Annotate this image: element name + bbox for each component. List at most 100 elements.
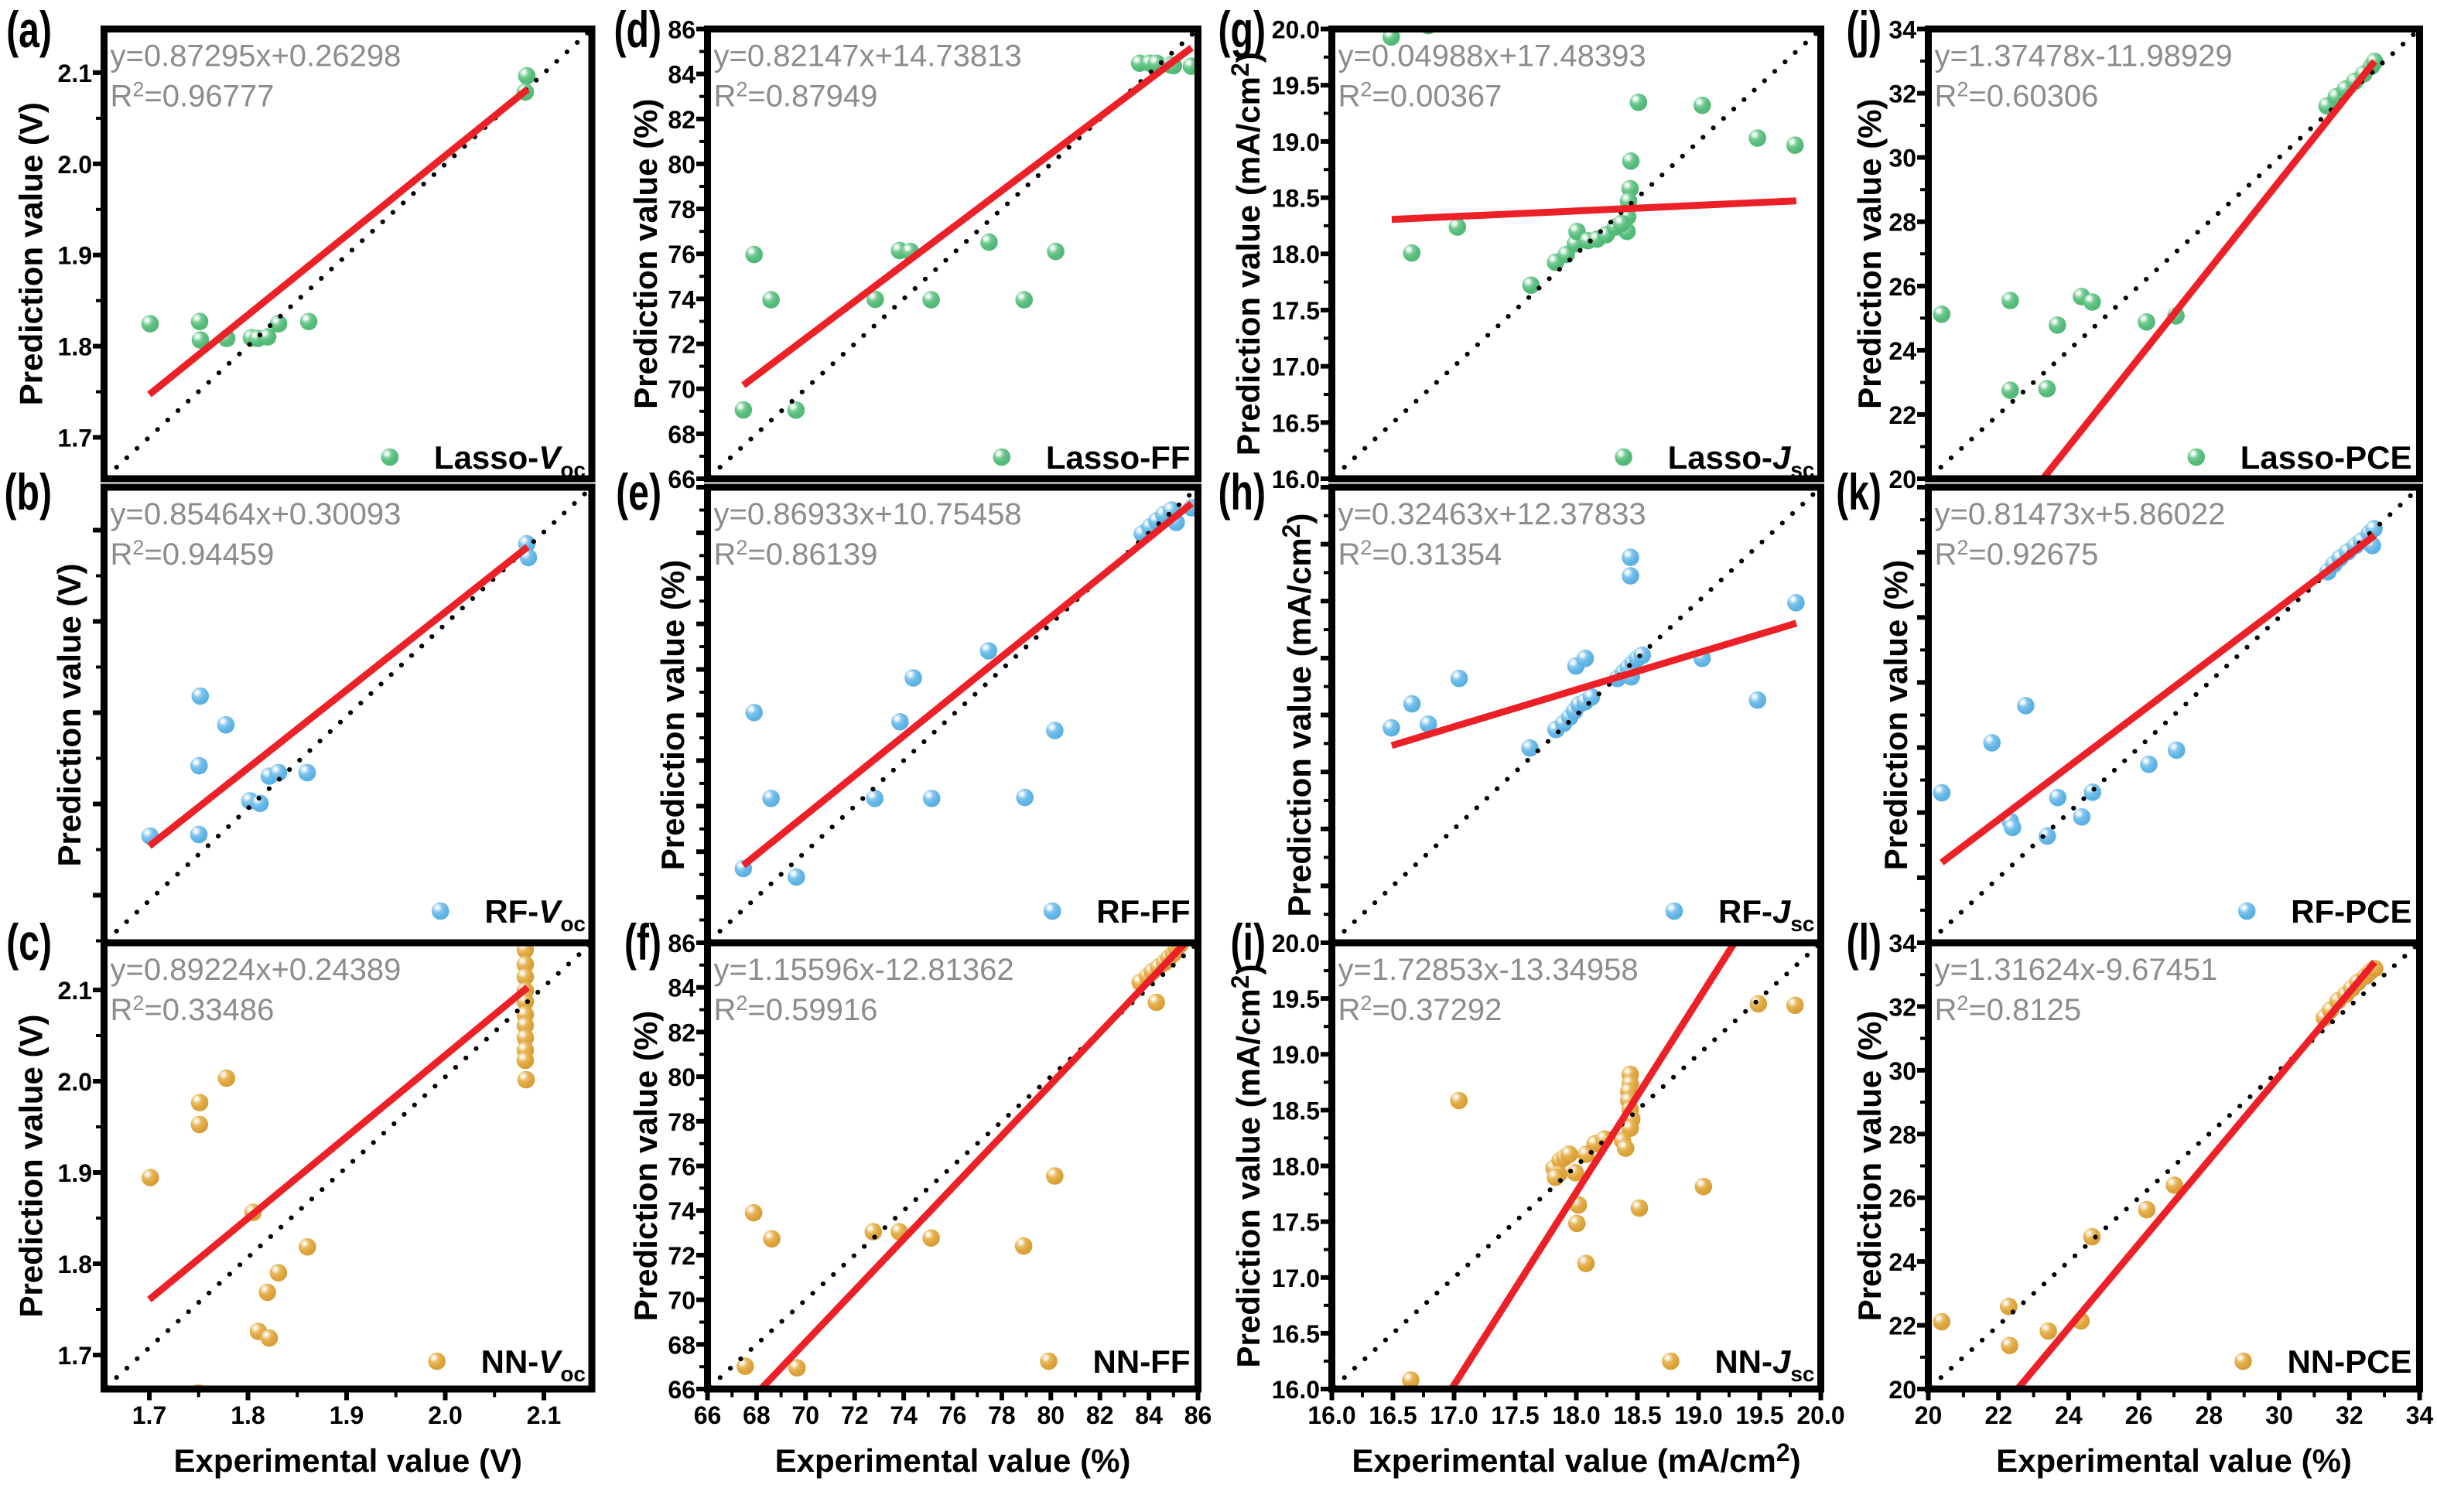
svg-text:20: 20 [1888,466,1916,493]
svg-text:16.5: 16.5 [1272,1320,1320,1348]
svg-text:1.9: 1.9 [58,242,92,270]
svg-text:66: 66 [694,1401,722,1429]
svg-text:y=0.04988x+17.48393: y=0.04988x+17.48393 [1338,39,1646,73]
svg-text:17.5: 17.5 [1491,1401,1539,1429]
svg-text:19.0: 19.0 [1272,1041,1320,1069]
svg-text:68: 68 [668,421,696,449]
svg-text:70: 70 [792,1401,820,1429]
svg-text:20.0: 20.0 [1796,1401,1844,1429]
svg-text:NN-FF: NN-FF [1093,1343,1191,1380]
svg-text:Prediction value (mA/cm2): Prediction value (mA/cm2) [1226,964,1266,1368]
svg-text:1.8: 1.8 [58,333,92,361]
svg-text:y=1.31624x-9.67451: y=1.31624x-9.67451 [1935,953,2218,987]
svg-text:34: 34 [1888,930,1916,957]
svg-text:1.7: 1.7 [132,1401,166,1429]
svg-text:R2=0.94459: R2=0.94459 [111,536,275,572]
svg-text:18.0: 18.0 [1272,241,1320,268]
svg-text:17.0: 17.0 [1430,1401,1478,1429]
svg-text:20: 20 [1888,1376,1916,1404]
svg-text:18.0: 18.0 [1272,1153,1320,1181]
svg-text:86: 86 [668,930,696,957]
svg-text:1.8: 1.8 [58,1251,92,1278]
svg-text:24: 24 [2055,1401,2083,1429]
svg-text:78: 78 [668,1108,696,1136]
svg-text:Prediction value (%): Prediction value (%) [1851,1011,1888,1321]
svg-text:y=0.87295x+0.26298: y=0.87295x+0.26298 [111,39,402,73]
svg-text:70: 70 [668,376,696,404]
svg-text:y=0.86933x+10.75458: y=0.86933x+10.75458 [714,497,1022,531]
svg-text:R2=0.31354: R2=0.31354 [1338,536,1502,572]
svg-text:17.0: 17.0 [1272,1265,1320,1292]
svg-text:2.1: 2.1 [58,977,92,1005]
svg-text:Prediction value (%): Prediction value (%) [1878,560,1914,870]
svg-text:80: 80 [668,151,696,179]
svg-text:Experimental value (mA/cm2): Experimental value (mA/cm2) [1352,1439,1800,1479]
svg-text:82: 82 [668,106,696,134]
svg-text:RF-PCE: RF-PCE [2291,893,2411,930]
svg-text:Experimental value (%): Experimental value (%) [1996,1442,2352,1479]
svg-text:82: 82 [668,1019,696,1046]
svg-text:68: 68 [743,1401,771,1429]
svg-text:26: 26 [1888,273,1916,301]
svg-text:16.5: 16.5 [1272,409,1320,437]
svg-text:19.5: 19.5 [1272,72,1320,100]
svg-text:84: 84 [668,974,696,1002]
svg-text:74: 74 [668,285,696,313]
svg-text:17.0: 17.0 [1272,353,1320,381]
svg-text:22: 22 [1984,1401,2012,1429]
svg-text:Lasso-PCE: Lasso-PCE [2240,439,2412,476]
svg-text:Lasso-FF: Lasso-FF [1046,439,1191,476]
svg-text:Prediction value (mA/cm2): Prediction value (mA/cm2) [1277,514,1318,917]
svg-text:Prediction value (%): Prediction value (%) [1851,98,1888,408]
svg-text:(e): (e) [616,465,661,521]
svg-text:86: 86 [668,16,696,44]
svg-text:Prediction value (%): Prediction value (%) [655,560,691,870]
svg-text:RF-FF: RF-FF [1096,893,1190,930]
svg-text:2.0: 2.0 [58,151,92,179]
svg-text:32: 32 [1888,993,1916,1021]
svg-text:(i): (i) [1231,915,1266,971]
svg-text:1.8: 1.8 [231,1401,265,1429]
svg-text:22: 22 [1888,1312,1916,1340]
svg-text:30: 30 [2265,1401,2293,1429]
svg-text:(d): (d) [614,2,661,59]
svg-text:32: 32 [1888,80,1916,108]
svg-text:(j): (j) [1847,2,1882,59]
svg-text:86: 86 [1184,1401,1212,1429]
svg-text:19.0: 19.0 [1674,1401,1722,1429]
svg-text:y=0.89224x+0.24389: y=0.89224x+0.24389 [111,953,402,987]
svg-text:Lasso-Jsc: Lasso-Jsc [1668,439,1815,482]
svg-text:1.7: 1.7 [58,425,92,452]
svg-text:72: 72 [668,1242,696,1270]
svg-text:Prediction value (V): Prediction value (V) [13,102,50,405]
svg-text:20.0: 20.0 [1272,930,1320,957]
svg-text:84: 84 [668,61,696,89]
svg-text:20: 20 [1915,1401,1943,1429]
svg-text:(f): (f) [624,915,661,971]
svg-text:R2=0.96777: R2=0.96777 [111,78,275,114]
svg-text:72: 72 [841,1401,869,1429]
svg-text:22: 22 [1888,401,1916,429]
svg-text:68: 68 [668,1331,696,1359]
svg-text:19.0: 19.0 [1272,128,1320,156]
svg-text:26: 26 [1888,1185,1916,1213]
svg-text:(a): (a) [6,2,52,59]
svg-text:76: 76 [668,241,696,268]
svg-text:16.0: 16.0 [1272,1376,1320,1404]
svg-text:70: 70 [668,1287,696,1315]
svg-text:R2=0.8125: R2=0.8125 [1935,992,2082,1027]
svg-text:74: 74 [890,1401,918,1429]
svg-text:84: 84 [1135,1401,1163,1429]
svg-text:76: 76 [668,1153,696,1181]
svg-text:18.0: 18.0 [1552,1401,1600,1429]
svg-text:1.7: 1.7 [58,1342,92,1370]
svg-text:28: 28 [2196,1401,2223,1429]
svg-text:16.0: 16.0 [1307,1401,1355,1429]
svg-text:34: 34 [1888,16,1916,44]
svg-text:80: 80 [668,1063,696,1091]
svg-text:76: 76 [939,1401,967,1429]
svg-text:19.5: 19.5 [1735,1401,1783,1429]
svg-text:72: 72 [668,331,696,359]
svg-text:y=1.15596x-12.81362: y=1.15596x-12.81362 [714,953,1014,987]
svg-text:2.1: 2.1 [527,1401,561,1429]
